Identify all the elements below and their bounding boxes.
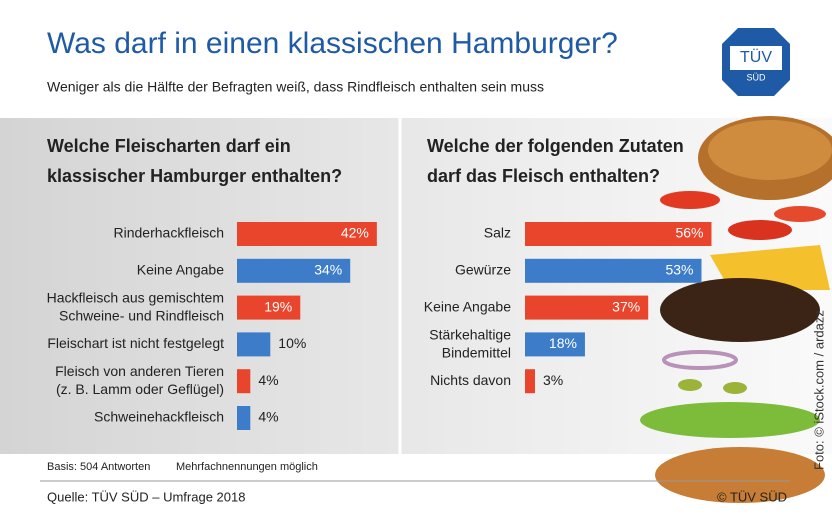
value-label: 19% [264, 298, 292, 314]
bar [525, 222, 712, 246]
value-label: 4% [258, 409, 278, 425]
burger-photo [640, 116, 832, 503]
category-label: Hackfleisch aus gemischtem Schweine- und … [47, 289, 224, 323]
value-label: 10% [278, 335, 306, 351]
category-label: Schweinehackfleisch [94, 409, 224, 425]
value-label: 18% [549, 335, 577, 351]
title: Was darf in einen klassischen Hamburger? [47, 27, 618, 60]
bar [237, 406, 251, 430]
bar [525, 369, 535, 394]
note: Mehrfachnennungen möglich [176, 461, 318, 473]
logo-text: SÜD [746, 72, 766, 82]
category-label: Salz [484, 225, 511, 241]
value-label: 4% [258, 372, 278, 388]
logo-text: TÜV [740, 48, 772, 66]
chart-title: Welche Fleischarten darf ein klassischer … [47, 136, 342, 186]
category-label: Keine Angabe [424, 298, 511, 314]
bar [525, 258, 702, 283]
source: Quelle: TÜV SÜD – Umfrage 2018 [47, 489, 245, 504]
value-label: 3% [543, 372, 563, 388]
basis: Basis: 504 Antworten [47, 461, 150, 473]
category-label: Nichts davon [430, 372, 511, 388]
bar [237, 222, 377, 246]
logo-box [730, 46, 782, 70]
category-label: Gewürze [455, 262, 511, 278]
category-label: Fleisch von anderen Tieren (z. B. Lamm od… [55, 363, 224, 397]
logo: TÜV SÜD [722, 28, 790, 96]
bar [237, 332, 271, 357]
value-label: 56% [675, 225, 703, 241]
subtitle: Weniger als die Hälfte der Befragten wei… [47, 79, 544, 95]
bar [237, 258, 351, 283]
copyright: © TÜV SÜD [717, 489, 787, 504]
bar [237, 369, 251, 394]
category-label: Fleischart ist nicht festgelegt [47, 335, 224, 351]
value-label: 34% [314, 262, 342, 278]
category-label: Rinderhackfleisch [114, 225, 225, 241]
bar [237, 295, 301, 320]
bar [525, 295, 649, 320]
value-label: 53% [665, 262, 693, 278]
category-label: Keine Angabe [137, 262, 224, 278]
bar [525, 332, 585, 357]
value-label: 37% [612, 298, 640, 314]
value-label: 42% [341, 225, 369, 241]
category-label: Stärkehaltige Bindemittel [429, 326, 511, 360]
chart-title: Welche der folgenden Zutaten darf das Fle… [427, 136, 684, 186]
photo-credit: Foto: © iStock.com / ardazz [811, 310, 826, 470]
